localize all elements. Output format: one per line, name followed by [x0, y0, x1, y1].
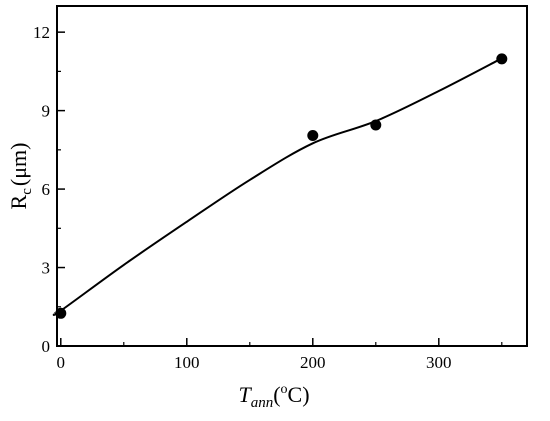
y-tick-label: 6 — [42, 180, 51, 199]
data-point — [370, 119, 382, 131]
y-axis-title: Rc(μm) — [6, 143, 35, 210]
y-axis-title-subscript: c — [19, 188, 35, 195]
y-tick-label: 0 — [42, 337, 51, 356]
y-tick-label: 9 — [42, 102, 51, 121]
x-tick-label: 200 — [300, 353, 326, 372]
y-axis-title-unit: (μm) — [6, 143, 31, 187]
y-tick-labels: 0 3 6 9 12 — [33, 23, 50, 356]
fit-curve — [52, 57, 503, 316]
data-markers — [55, 53, 508, 319]
x-axis-title-degree: o — [281, 382, 288, 397]
x-axis-title-subscript: ann — [251, 395, 274, 411]
data-point — [55, 307, 67, 319]
x-axis-title-open-paren: ( — [273, 382, 280, 407]
y-tick-label: 12 — [33, 23, 50, 42]
y-tick-label: 3 — [42, 259, 51, 278]
x-axis-title-main: T — [238, 382, 252, 407]
x-tick-label: 100 — [174, 353, 200, 372]
x-tick-label: 0 — [57, 353, 66, 372]
data-point — [307, 129, 319, 141]
x-axis-title-unit: C) — [288, 382, 310, 407]
x-tick-label: 300 — [426, 353, 452, 372]
data-point — [496, 53, 508, 65]
x-major-ticks — [60, 338, 440, 346]
plot-frame — [56, 5, 528, 347]
y-major-ticks — [57, 31, 65, 347]
y-axis-title-main: R — [6, 194, 31, 209]
x-axis-title: Tann(oC) — [238, 382, 309, 411]
x-tick-labels: 0 100 200 300 — [57, 353, 452, 372]
